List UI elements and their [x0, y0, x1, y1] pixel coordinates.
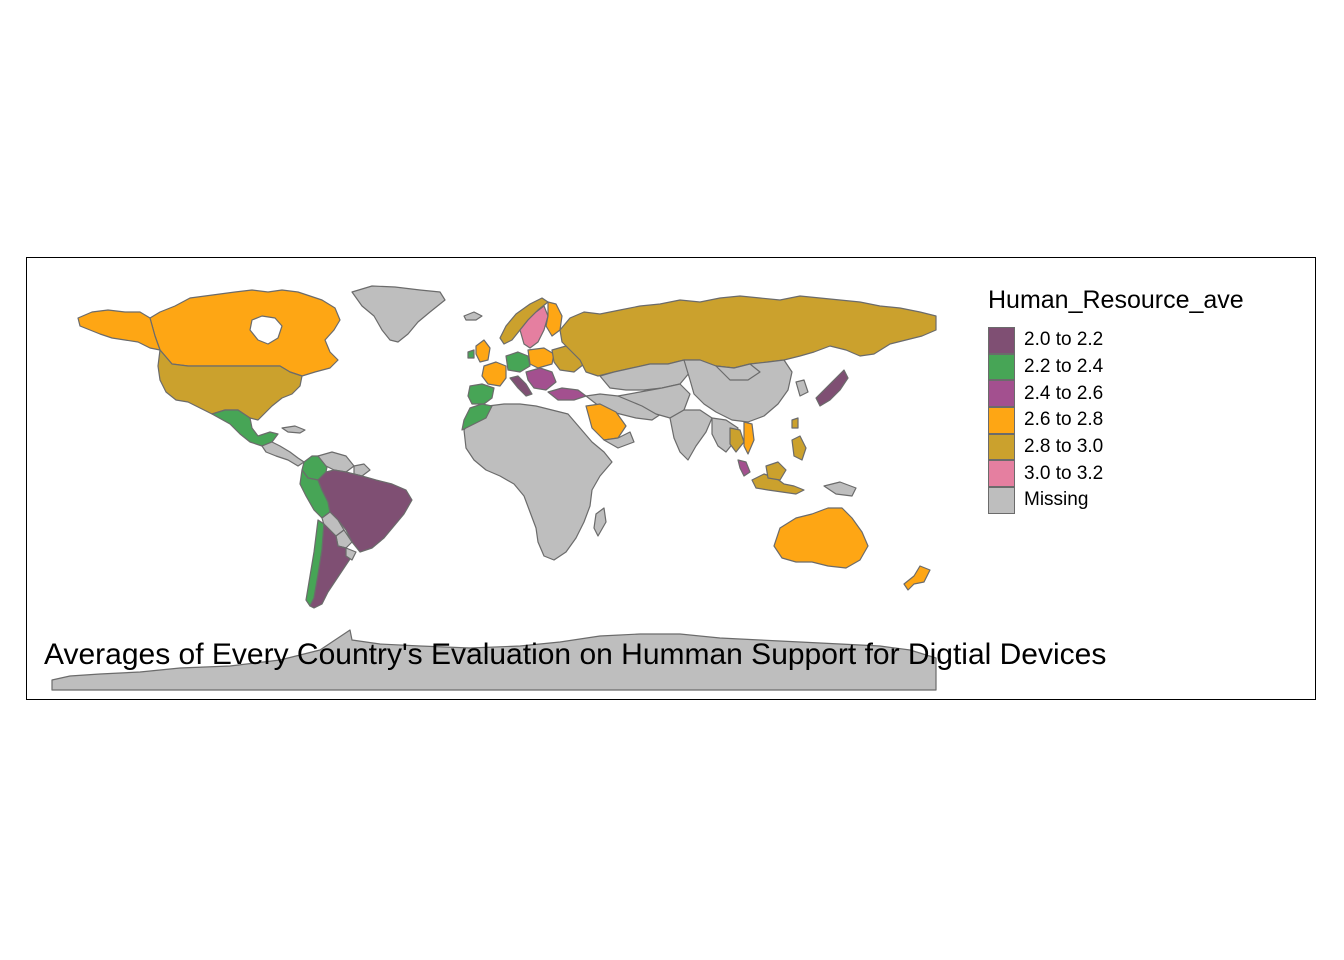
- borneo: [765, 461, 787, 481]
- legend-label: Missing: [1024, 489, 1089, 511]
- saudi-arabia: [585, 403, 627, 441]
- mongolia: [715, 363, 761, 381]
- turkey: [547, 387, 587, 401]
- uk: [475, 339, 491, 363]
- new-zealand: [903, 565, 931, 591]
- iberia: [467, 383, 495, 405]
- legend-title: Human_Resource_ave: [988, 286, 1244, 314]
- venezuela: [317, 451, 355, 473]
- ireland: [467, 349, 475, 359]
- uruguay: [345, 547, 357, 561]
- antarctica: [51, 629, 937, 691]
- taiwan: [791, 417, 799, 429]
- italy: [509, 375, 533, 397]
- legend-item: 2.6 to 2.8: [988, 407, 1244, 434]
- legend-label: 2.8 to 3.0: [1024, 436, 1104, 458]
- legend-swatch: [988, 353, 1015, 381]
- canada: [149, 289, 341, 377]
- australia: [773, 507, 869, 569]
- balkans: [525, 367, 557, 391]
- poland: [527, 347, 555, 369]
- vietnam: [743, 421, 755, 455]
- india: [669, 409, 713, 461]
- legend-item: 3.0 to 3.2: [988, 460, 1244, 488]
- alaska: [77, 309, 161, 351]
- philippines: [791, 435, 807, 461]
- new-guinea: [823, 481, 857, 497]
- map-frame: [26, 257, 1316, 700]
- legend-swatch: [988, 487, 1015, 514]
- madagascar: [593, 507, 607, 537]
- greenland: [351, 285, 446, 343]
- central-america: [261, 441, 305, 467]
- france: [481, 361, 507, 387]
- legend-items: 2.0 to 2.2 2.2 to 2.4 2.4 to 2.6 2.6 to 2.8…: [988, 327, 1244, 514]
- hudson-bay: [249, 315, 283, 345]
- legend-label: 3.0 to 3.2: [1024, 462, 1104, 484]
- legend-label: 2.0 to 2.2: [1024, 329, 1104, 351]
- legend-swatch: [988, 327, 1015, 354]
- legend-swatch: [988, 380, 1015, 408]
- usa: [157, 349, 303, 421]
- morocco: [461, 403, 493, 431]
- guianas: [353, 463, 371, 477]
- map-legend: Human_Resource_ave 2.0 to 2.2 2.2 to 2.4 2…: [988, 286, 1244, 514]
- korea: [795, 379, 809, 397]
- legend-swatch: [988, 460, 1015, 488]
- argentina: [309, 523, 353, 609]
- legend-item: 2.0 to 2.2: [988, 327, 1244, 354]
- map-title: Averages of Every Country's Evaluation o…: [44, 638, 1107, 671]
- brazil: [317, 469, 413, 553]
- cuba: [281, 425, 306, 434]
- thailand: [729, 427, 745, 453]
- africa: [463, 403, 613, 561]
- legend-item: 2.2 to 2.4: [988, 353, 1244, 381]
- finland: [545, 301, 563, 337]
- yemen-oman: [603, 431, 635, 449]
- japan: [815, 369, 849, 407]
- germany: [505, 351, 531, 373]
- legend-item: Missing: [988, 487, 1244, 514]
- mexico: [211, 409, 279, 447]
- malaysia: [737, 459, 751, 477]
- legend-item: 2.4 to 2.6: [988, 380, 1244, 408]
- legend-item: 2.8 to 3.0: [988, 433, 1244, 461]
- legend-swatch: [988, 433, 1015, 461]
- iceland: [463, 311, 483, 321]
- iran: [617, 383, 691, 419]
- legend-label: 2.4 to 2.6: [1024, 382, 1104, 404]
- legend-label: 2.2 to 2.4: [1024, 356, 1104, 378]
- legend-swatch: [988, 407, 1015, 434]
- legend-label: 2.6 to 2.8: [1024, 409, 1104, 431]
